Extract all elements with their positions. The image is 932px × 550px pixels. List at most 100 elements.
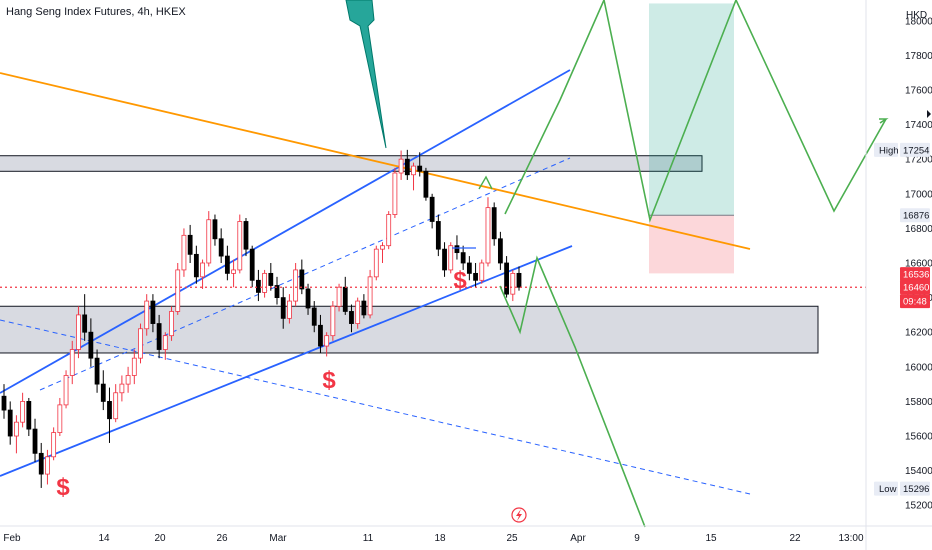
- candle-body: [342, 286, 348, 312]
- candle-body: [380, 245, 385, 250]
- candle-body: [212, 219, 218, 240]
- candle-body: [243, 221, 249, 250]
- y-tick-label: 16000: [905, 362, 932, 373]
- candle-body: [336, 286, 342, 307]
- candle-body: [131, 357, 137, 376]
- candle-body: [318, 324, 323, 347]
- channel-upper-line: [0, 69, 571, 394]
- candle-body: [280, 297, 286, 319]
- dashed-lower-line: [0, 319, 751, 495]
- price-tag-bg: [900, 142, 930, 157]
- downtrend-line: [0, 72, 751, 250]
- price-tag-value: 16460: [903, 283, 929, 294]
- candle-body: [38, 452, 44, 475]
- price-tag-bg: [900, 267, 930, 282]
- candle-body: [187, 234, 193, 255]
- candle-body: [249, 248, 255, 281]
- price-tag-label: High: [879, 145, 899, 156]
- stop-zone: [649, 215, 734, 274]
- x-tick-label: Apr: [570, 533, 586, 544]
- projection-arrowhead: [879, 118, 889, 124]
- candle-body: [485, 207, 491, 264]
- candle-body: [355, 300, 361, 324]
- price-tag-value: 17254: [903, 145, 929, 156]
- candle-body: [274, 285, 280, 299]
- candle-body: [442, 248, 447, 271]
- x-tick-label: 11: [363, 533, 374, 544]
- dollar-sign-icon: $: [322, 367, 336, 394]
- candle-body: [373, 248, 379, 278]
- candle-body: [63, 375, 69, 406]
- x-tick-label: 14: [98, 533, 110, 544]
- candle-body: [200, 262, 205, 278]
- x-tick-label: Feb: [3, 533, 21, 544]
- x-tick-label: 20: [154, 533, 166, 544]
- x-tick-label: 15: [705, 533, 717, 544]
- candle-body: [479, 262, 485, 281]
- candle-body: [255, 279, 261, 293]
- x-tick-label: 18: [434, 533, 446, 544]
- candle-body: [193, 253, 199, 278]
- candle-body: [156, 323, 162, 350]
- candle-body: [69, 349, 75, 376]
- candle-body: [423, 170, 429, 198]
- y-tick-label: 17200: [905, 155, 932, 166]
- candle-body: [32, 428, 38, 454]
- candle-body: [411, 165, 416, 176]
- candle-body: [417, 165, 423, 172]
- candle-body: [150, 300, 156, 324]
- candle-body: [398, 158, 404, 174]
- candle-body: [107, 401, 112, 420]
- dollar-sign-icon: $: [56, 474, 70, 501]
- candle-body: [1, 395, 7, 411]
- x-tick-label: 9: [634, 533, 640, 544]
- candle-body: [162, 335, 168, 350]
- x-tick-label: 22: [789, 533, 801, 544]
- price-tag-value: 16536: [903, 270, 929, 281]
- price-tag-bg: [900, 280, 930, 295]
- candle-body: [57, 404, 63, 433]
- candle-body: [330, 305, 336, 337]
- candle-body: [7, 409, 13, 437]
- candle-body: [14, 421, 19, 437]
- candle-body: [311, 307, 317, 326]
- candle-body: [262, 272, 268, 293]
- candle-body: [386, 214, 392, 247]
- candle-body: [26, 401, 32, 430]
- candle-body: [460, 252, 466, 264]
- y-tick-label: 17600: [905, 85, 932, 96]
- candle-body: [299, 269, 305, 290]
- candle-body: [268, 272, 274, 286]
- x-tick-label: 13:00: [838, 533, 863, 544]
- candle-body: [119, 383, 125, 394]
- candle-body: [404, 158, 410, 176]
- candle-body: [497, 238, 503, 264]
- candle-body: [392, 172, 398, 215]
- y-tick-label: 16200: [905, 328, 932, 339]
- price-tag-label-bg: [874, 481, 898, 496]
- candle-body: [138, 328, 143, 359]
- y-tick-label: 15400: [905, 466, 932, 477]
- candle-body: [206, 219, 212, 264]
- dollar-sign-icon: $: [453, 267, 467, 294]
- resistance-zone: [0, 155, 703, 172]
- candle-body: [76, 314, 81, 350]
- candle-body: [113, 392, 119, 420]
- projection-path-late: [735, 0, 887, 213]
- y-tick-label: 17400: [905, 120, 932, 131]
- support-zone: [0, 305, 819, 354]
- currency-label: HKD: [906, 10, 927, 21]
- projection-path-down: [499, 255, 646, 528]
- candle-body: [94, 357, 100, 385]
- projection-path-up: [504, 0, 605, 215]
- candle-body: [435, 221, 441, 250]
- lightning-icon: [511, 507, 527, 523]
- candle-body: [88, 331, 94, 359]
- y-tick-label: 15800: [905, 397, 932, 408]
- candle-body: [287, 300, 292, 319]
- price-tag-bg: [900, 208, 930, 223]
- candle-body: [504, 262, 509, 295]
- candle-body: [293, 269, 299, 302]
